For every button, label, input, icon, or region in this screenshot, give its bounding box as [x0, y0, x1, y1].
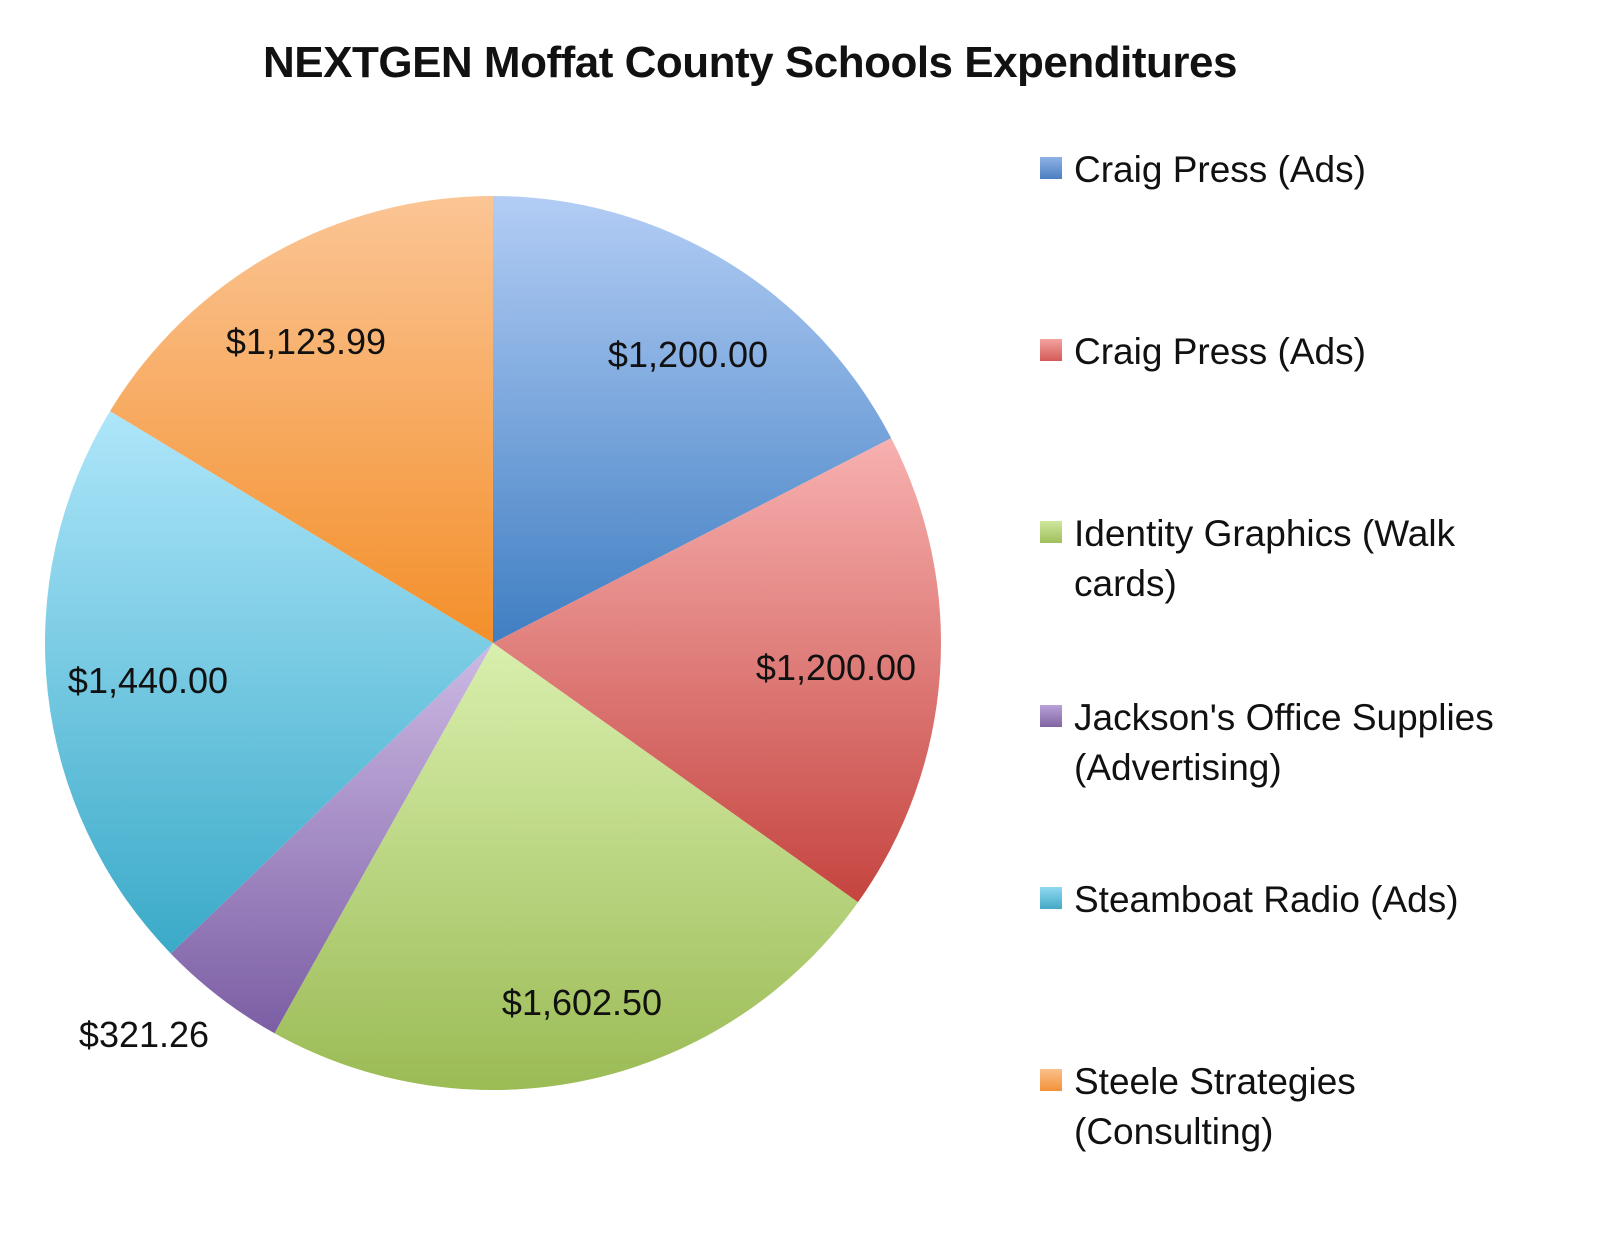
legend-label: Craig Press (Ads) — [1074, 331, 1366, 372]
slice-jacksons — [170, 643, 494, 1034]
legend-swatch-orange — [1040, 1069, 1062, 1091]
legend-swatch-green — [1040, 521, 1062, 543]
slice-craig-press-2 — [493, 438, 942, 903]
legend-item-identity-graphics: Identity Graphics (Walk cards) — [1040, 509, 1500, 609]
slice-craig-press-1 — [493, 196, 892, 643]
legend-label: Craig Press (Ads) — [1074, 149, 1366, 190]
legend-item-jacksons: Jackson's Office Supplies (Advertising) — [1040, 693, 1520, 793]
chart-title: NEXTGEN Moffat County Schools Expenditur… — [263, 38, 1237, 87]
data-label-craig-press-1: $1,200.00 — [608, 334, 768, 375]
legend-item-steele: Steele Strategies (Consulting) — [1040, 1057, 1370, 1157]
legend-swatch-cyan — [1040, 887, 1062, 909]
legend-item-steamboat: Steamboat Radio (Ads) — [1040, 875, 1560, 925]
data-label-identity-graphics: $1,602.50 — [502, 982, 662, 1023]
legend-item-craig-press-red: Craig Press (Ads) — [1040, 327, 1560, 377]
legend-label: Identity Graphics (Walk cards) — [1074, 513, 1456, 604]
legend-swatch-blue — [1040, 157, 1062, 179]
slice-identity-graphics — [274, 643, 859, 1091]
legend-label: Steamboat Radio (Ads) — [1074, 879, 1459, 920]
legend-swatch-red — [1040, 339, 1062, 361]
legend-item-craig-press-blue: Craig Press (Ads) — [1040, 145, 1560, 195]
data-label-craig-press-2: $1,200.00 — [756, 647, 916, 688]
data-label-steamboat: $1,440.00 — [68, 660, 228, 701]
pie-chart: $1,200.00 $1,200.00 $1,602.50 $321.26 $1… — [44, 195, 942, 1091]
legend-label: Jackson's Office Supplies (Advertising) — [1074, 697, 1494, 788]
slice-steele — [110, 195, 493, 643]
data-label-jacksons: $321.26 — [79, 1014, 209, 1055]
slice-steamboat — [44, 411, 494, 954]
legend-label: Steele Strategies (Consulting) — [1074, 1061, 1356, 1152]
legend-swatch-purple — [1040, 705, 1062, 727]
data-label-steele: $1,123.99 — [226, 321, 386, 362]
